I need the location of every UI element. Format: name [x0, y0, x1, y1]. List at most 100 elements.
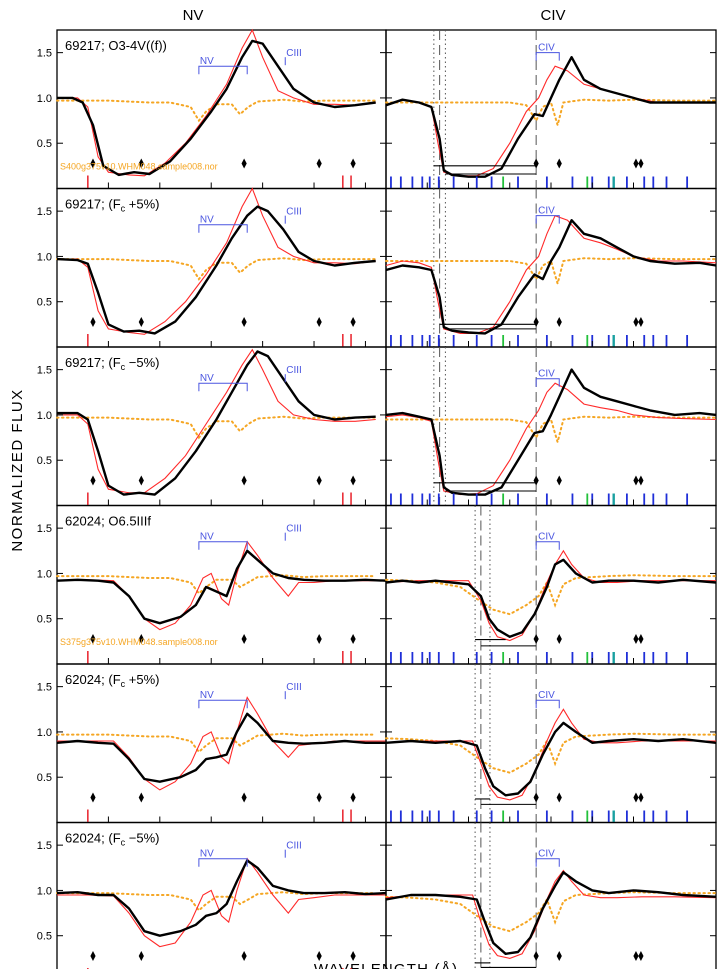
nv-diamond-marker: [90, 792, 96, 803]
nv-bracket-label: NV: [200, 373, 214, 384]
nv-bracket: [198, 65, 248, 75]
civ-diamond-marker: [633, 158, 639, 169]
ciii-label: CIII: [286, 48, 302, 59]
model-file-label: S400g375v10.WHM048.sample008.nor: [60, 162, 218, 172]
ciii-label: CIII: [286, 207, 302, 218]
civ-panel-frame: [385, 504, 717, 665]
y-tick-label: 0.5: [37, 455, 52, 467]
panel-row: NV CIII 0.5 1.0 1.5 62024; (Fc +5%) CIV: [37, 663, 717, 824]
column-title-nv: NV: [183, 7, 204, 24]
panel-label-suffix: −5%): [125, 831, 159, 846]
nv-dotted-line: [56, 732, 377, 754]
civ-diamond-marker: [556, 317, 562, 327]
nv-panel: NV CIII 0.5 1.0 1.5 69217; O3-4V((f)) S400g375…: [37, 28, 387, 190]
nv-panel-frame: [56, 187, 387, 348]
nv-observed-line: [57, 39, 376, 177]
civ-diamond-marker: [638, 634, 644, 644]
subscript-c: c: [121, 362, 126, 372]
nv-observed-line: [56, 712, 386, 783]
panel-row: NV CIII 0.5 1.0 1.5 69217; (Fc −5%) CIV: [37, 346, 717, 507]
civ-bracket-label: CIV: [538, 690, 555, 701]
nv-diamond-marker: [241, 475, 247, 486]
panel-label: 69217; (Fc −5%): [65, 355, 159, 372]
civ-diamond-marker: [638, 475, 644, 486]
nv-dotted-line: [56, 98, 377, 123]
panel-label: 69217; (Fc +5%): [65, 197, 159, 214]
nv-observed-line: [56, 859, 387, 937]
civ-diamond-marker: [633, 951, 639, 961]
nv-diamond-marker: [316, 634, 322, 644]
nv-diamond-marker: [90, 317, 96, 327]
nv-diamond-marker: [241, 158, 247, 169]
nv-diamond-marker: [350, 634, 356, 644]
civ-model-line: [385, 382, 717, 496]
panel-label: 62024; O6.5IIIf: [65, 514, 151, 529]
civ-diamond-marker: [556, 475, 562, 486]
nv-bracket: [198, 224, 248, 233]
civ-diamond-marker: [638, 158, 644, 169]
y-tick-label: 1.5: [37, 523, 52, 535]
nv-bracket-label: NV: [200, 56, 214, 67]
panel-label-suffix: +5%): [125, 672, 159, 687]
civ-diamond-marker: [533, 317, 539, 327]
nv-panel: NV CIII 0.5 1.0 1.5 62024; O6.5IIIf S375g375v1…: [37, 504, 387, 665]
civ-observed-line: [385, 368, 717, 496]
civ-diamond-marker: [633, 475, 639, 486]
civ-diamond-marker: [633, 634, 639, 644]
nv-diamond-marker: [350, 951, 356, 961]
nv-diamond-marker: [241, 634, 247, 644]
nv-diamond-marker: [90, 951, 96, 961]
civ-dotted-line: [385, 257, 717, 288]
y-tick-label: 0.5: [37, 138, 52, 150]
y-tick-label: 0.5: [37, 614, 52, 626]
panel-label: 62024; (Fc +5%): [65, 672, 159, 689]
nv-diamond-marker: [241, 951, 247, 961]
civ-model-line: [385, 215, 717, 334]
subscript-c: c: [121, 838, 126, 848]
nv-diamond-marker: [316, 158, 322, 169]
civ-diamond-marker: [638, 317, 644, 327]
panel-label-suffix: −5%): [125, 355, 159, 370]
civ-bracket-label: CIV: [538, 206, 555, 217]
y-tick-label: 1.5: [37, 840, 52, 852]
nv-model-line: [57, 28, 376, 177]
nv-diamond-marker: [241, 792, 247, 803]
civ-observed-line: [385, 721, 717, 797]
y-tick-label: 1.5: [37, 682, 52, 694]
nv-panel: NV CIII 0.5 1.0 1.5 62024; (Fc +5%): [37, 663, 387, 824]
civ-bracket: [535, 699, 560, 709]
civ-diamond-marker: [533, 634, 539, 644]
nv-diamond-marker: [90, 158, 96, 169]
panel-row: NV CIII 0.5 1.0 1.5 69217; (Fc +5%) CIV: [37, 187, 717, 348]
civ-panel: CIV: [385, 346, 717, 507]
civ-panel: CIV: [385, 187, 717, 348]
subscript-c: c: [121, 204, 126, 214]
y-tick-label: 1.5: [37, 206, 52, 218]
nv-bracket: [198, 699, 248, 709]
column-title-civ: CIV: [540, 7, 565, 24]
nv-diamond-marker: [138, 158, 144, 169]
nv-panel: NV CIII 0.5 1.0 1.5 69217; (Fc +5%): [37, 187, 387, 348]
nv-panel: NV CIII 0.5 1.0 1.5 69217; (Fc −5%): [37, 346, 387, 507]
ciii-label: CIII: [286, 841, 302, 852]
nv-diamond-marker: [138, 475, 144, 486]
y-tick-label: 1.0: [37, 93, 52, 105]
nv-diamond-marker: [138, 951, 144, 961]
model-file-label: S375g375v10.WHM048.sample008.nor: [60, 637, 218, 647]
nv-diamond-marker: [138, 634, 144, 644]
nv-diamond-marker: [350, 158, 356, 169]
y-tick-label: 0.5: [37, 931, 52, 943]
civ-dotted-line: [385, 415, 717, 446]
panel-label-prefix: 69217; (F: [65, 197, 121, 212]
y-tick-label: 1.0: [37, 727, 52, 739]
civ-bracket-label: CIV: [538, 43, 555, 54]
civ-model-line: [385, 869, 717, 959]
civ-diamond-marker: [556, 792, 562, 803]
civ-observed-line: [385, 56, 716, 178]
civ-dotted-line: [385, 891, 717, 933]
civ-bracket: [535, 858, 560, 867]
nv-observed-line: [56, 549, 387, 625]
nv-diamond-marker: [138, 317, 144, 327]
panel-label-suffix: +5%): [125, 197, 159, 212]
ciii-label: CIII: [286, 682, 302, 693]
